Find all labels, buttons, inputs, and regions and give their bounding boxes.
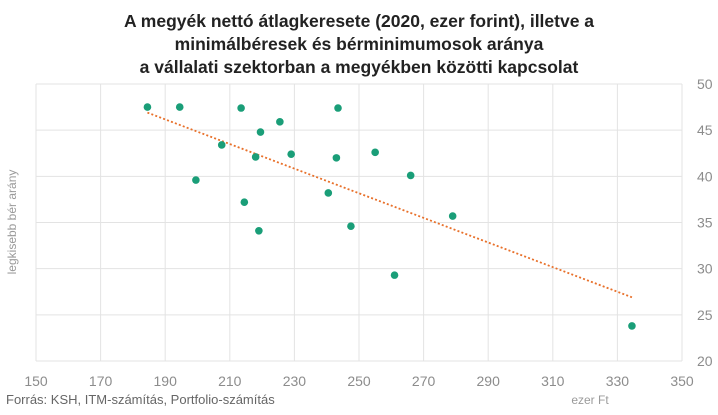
data-points xyxy=(143,103,636,330)
data-point xyxy=(256,128,265,136)
x-tick-label: 310 xyxy=(541,373,565,389)
data-point xyxy=(175,103,184,111)
y-axis-label: legkisebb bér arány xyxy=(5,170,19,275)
data-point xyxy=(143,103,152,111)
x-tick-label: 350 xyxy=(670,373,694,389)
x-tick-label: 250 xyxy=(347,373,371,389)
data-point xyxy=(390,271,399,279)
data-point xyxy=(406,171,415,180)
chart-title-line-2: minimálbéresek és bérminimumosok aránya xyxy=(174,34,544,54)
y-tick-label: 30 xyxy=(697,261,713,277)
x-axis-tick-labels: 150 170 190 210 230 250 270 290 310 330 350 xyxy=(24,373,694,389)
data-point xyxy=(240,198,249,206)
data-point xyxy=(332,154,341,162)
x-tick-label: 290 xyxy=(477,373,501,389)
data-point xyxy=(628,322,636,330)
chart-title-line-1: A megyék nettó átlagkeresete (2020, ezer… xyxy=(123,11,595,31)
y-axis-tick-labels: 20 25 30 35 40 45 50 xyxy=(697,76,713,369)
trend-line-group xyxy=(147,111,633,299)
chart-title: A megyék nettó átlagkeresete (2020, ezer… xyxy=(0,10,718,79)
grid-lines xyxy=(35,83,683,362)
x-tick-label: 190 xyxy=(154,373,178,389)
data-point xyxy=(255,227,263,235)
x-tick-label: 230 xyxy=(283,373,307,389)
y-tick-label: 25 xyxy=(697,307,713,323)
x-tick-label: 210 xyxy=(218,373,242,389)
data-point xyxy=(334,104,342,112)
y-tick-label: 40 xyxy=(697,168,713,184)
data-point xyxy=(217,141,226,149)
y-tick-label: 20 xyxy=(697,353,713,369)
x-axis-label: ezer Ft xyxy=(571,393,609,407)
data-point xyxy=(448,212,457,220)
x-tick-label: 270 xyxy=(412,373,436,389)
x-tick-label: 170 xyxy=(89,373,113,389)
data-point xyxy=(371,148,379,157)
data-point xyxy=(192,176,200,184)
data-point xyxy=(347,222,355,230)
x-tick-label: 330 xyxy=(606,373,630,389)
data-point xyxy=(276,118,284,126)
x-tick-label: 150 xyxy=(24,373,48,389)
chart-title-line-3: a vállalati szektorban a megyékben közöt… xyxy=(139,57,579,77)
trend-line xyxy=(147,111,633,299)
y-tick-label: 35 xyxy=(697,215,713,231)
y-tick-label: 50 xyxy=(697,76,713,92)
y-tick-label: 45 xyxy=(697,122,713,138)
data-point xyxy=(287,150,295,158)
data-point xyxy=(324,189,333,197)
data-point xyxy=(251,153,260,161)
source-note: Forrás: KSH, ITM-számítás, Portfolio-szá… xyxy=(6,392,275,407)
data-point xyxy=(237,104,245,112)
